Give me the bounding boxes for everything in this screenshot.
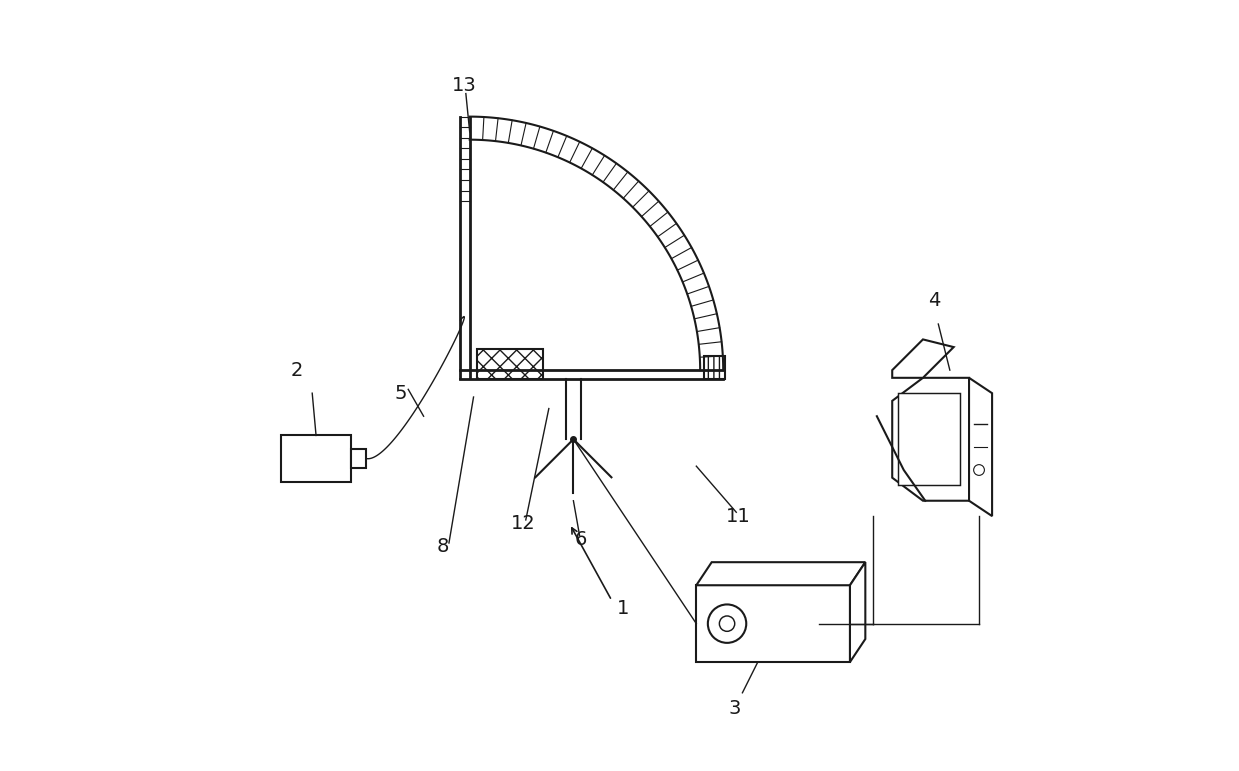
Text: 6: 6 [575,530,587,549]
Polygon shape [892,339,954,378]
Polygon shape [969,378,992,516]
Text: 1: 1 [617,599,629,618]
Text: 4: 4 [928,291,940,311]
Polygon shape [696,562,865,585]
Text: 11: 11 [726,507,751,526]
Bar [696,585,850,662]
Bar [704,356,725,379]
Text: 13: 13 [452,76,477,96]
Polygon shape [850,562,865,662]
Bar [477,348,543,379]
Text: 5: 5 [394,384,406,402]
Text: 3: 3 [729,699,741,718]
Polygon shape [892,378,969,500]
Text: 12: 12 [512,514,535,534]
Bar [351,449,366,468]
Bar [477,348,543,379]
Bar [281,436,351,482]
Text: 2: 2 [291,361,304,379]
Bar [704,356,725,379]
Bar [898,393,960,486]
Text: 8: 8 [436,537,449,557]
